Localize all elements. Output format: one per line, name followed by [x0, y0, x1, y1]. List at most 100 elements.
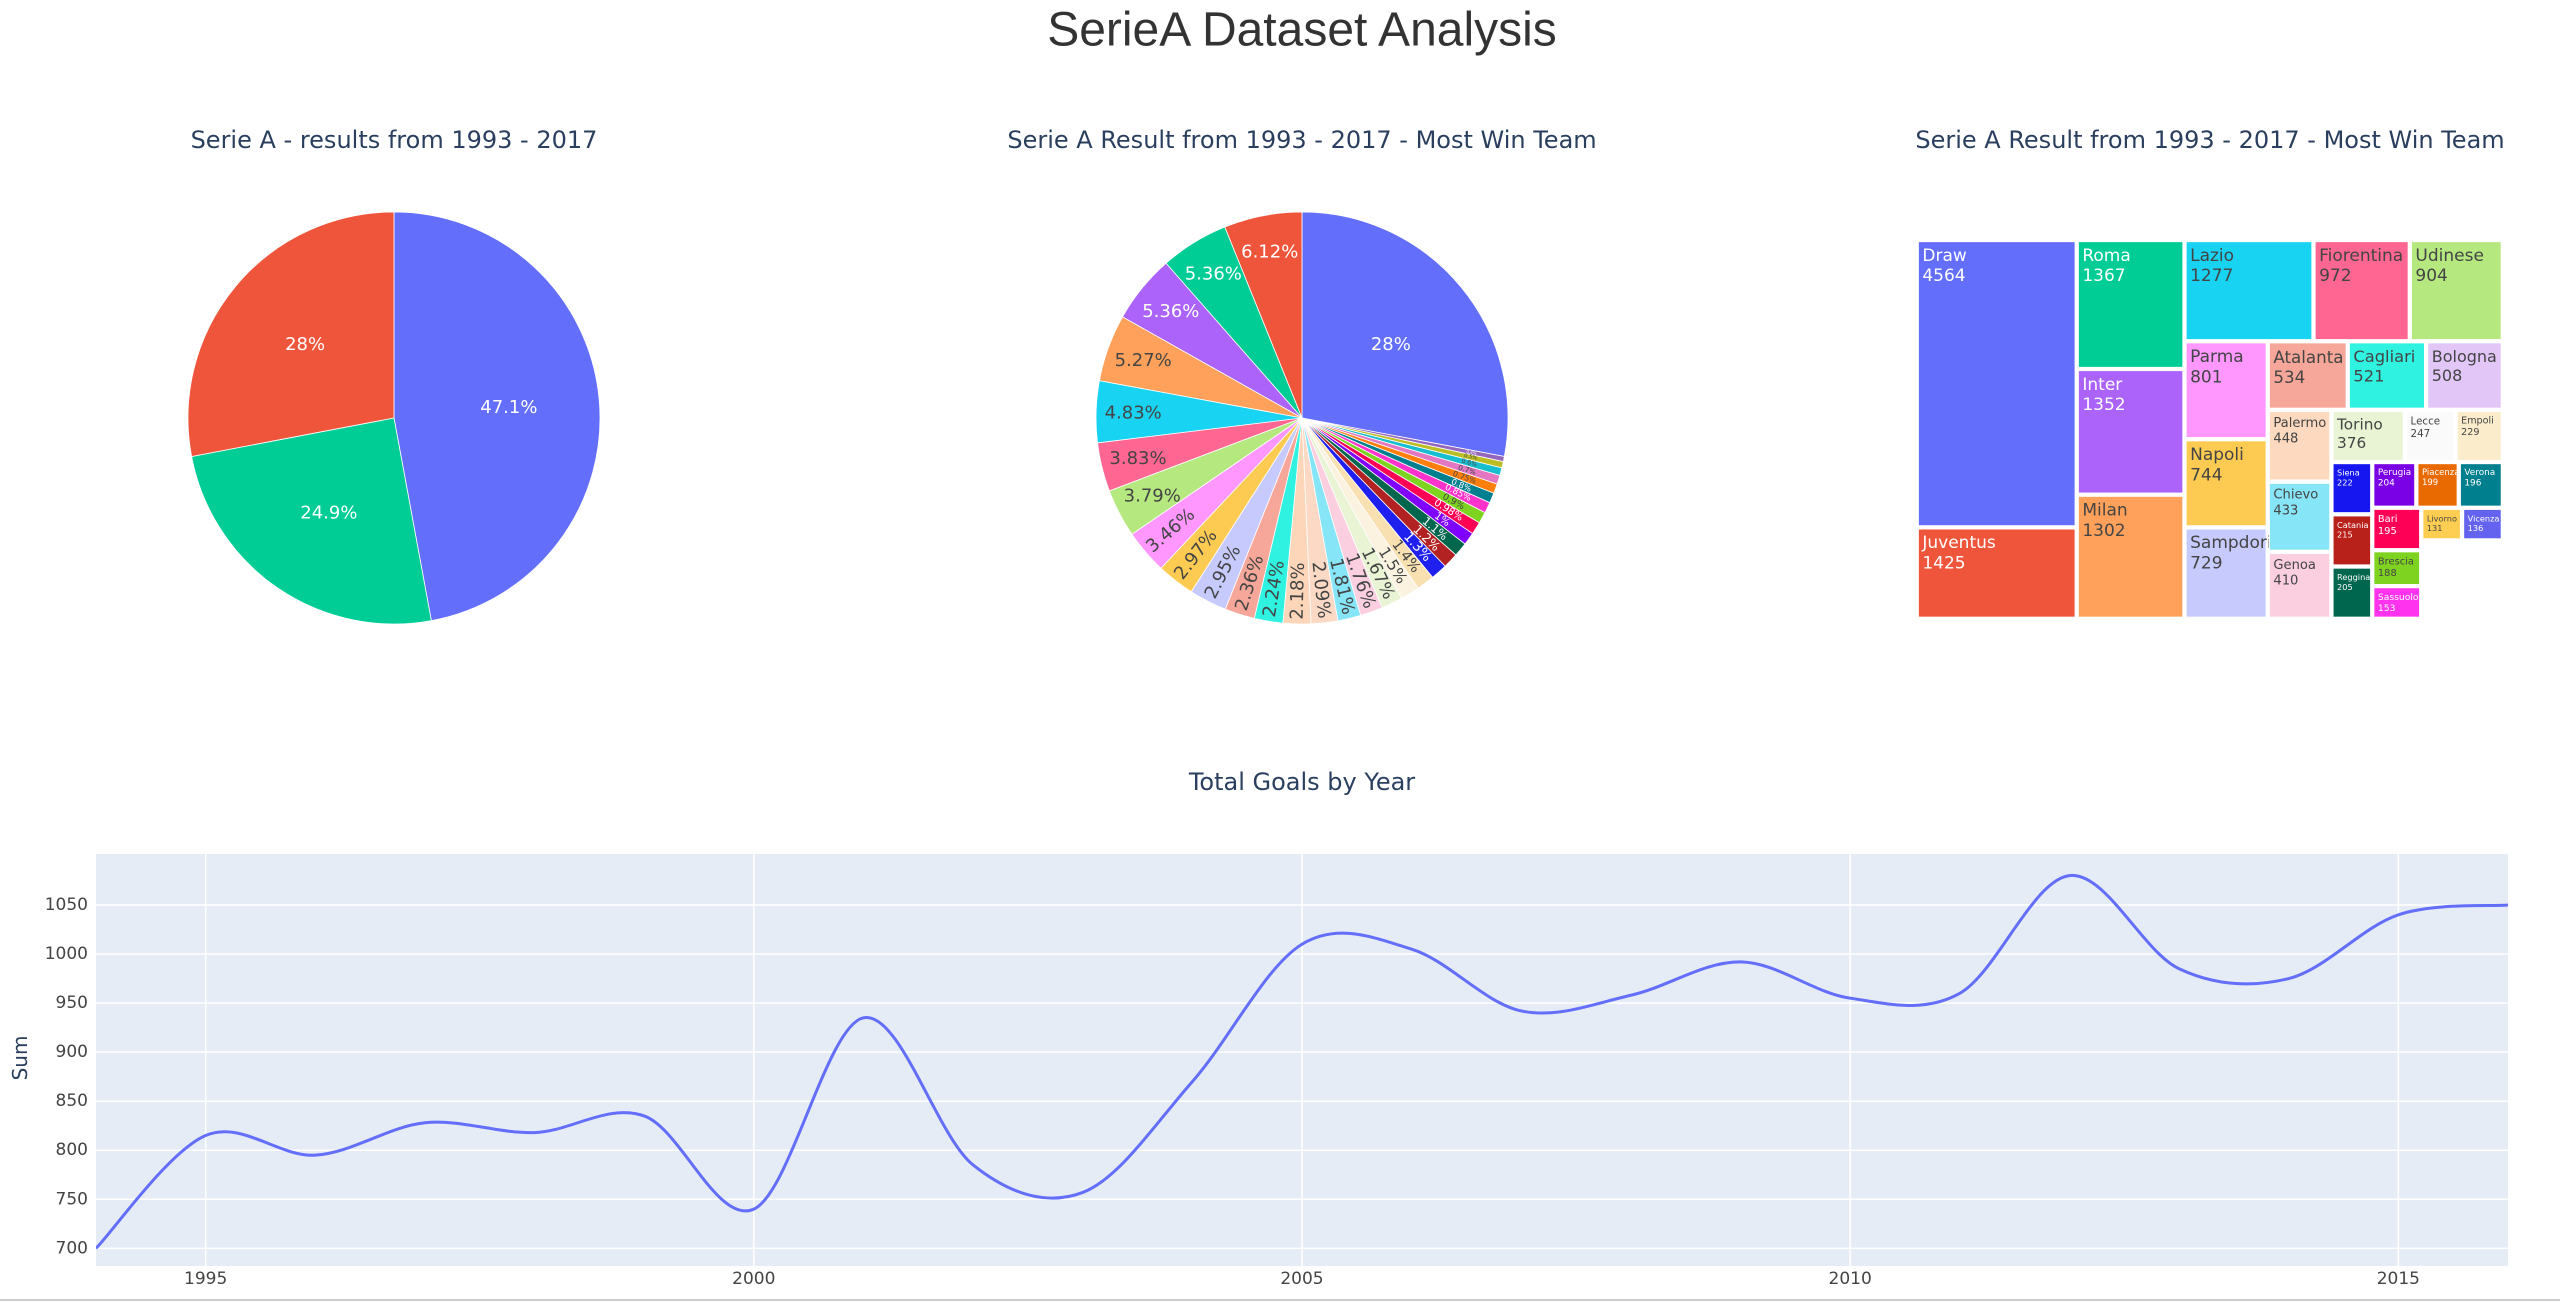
tile-value: 433: [2273, 503, 2298, 518]
tile-value: 222: [2337, 477, 2353, 487]
pie-slice: [191, 417, 432, 625]
tile-name: Atalanta: [2273, 347, 2343, 367]
tile-value: 508: [2432, 366, 2463, 385]
slice-label: 4.83%: [1105, 402, 1162, 423]
treemap-tile: [2185, 342, 2267, 439]
pie-slice: [1301, 211, 1509, 457]
tile-name: Chievo: [2273, 488, 2318, 503]
slice-label: 3.83%: [1109, 448, 1166, 469]
treemap-tile: [2314, 241, 2409, 341]
treemap-tile: [2348, 342, 2425, 409]
slice-label: 3.79%: [1124, 486, 1181, 507]
treemap-tile: [1917, 528, 2076, 618]
y-tick-label: 1050: [45, 895, 88, 915]
tile-name: Bologna: [2432, 347, 2497, 366]
y-axis-title: Sum: [8, 1036, 32, 1081]
treemap-tile: [2410, 241, 2502, 341]
tile-name: Cagliari: [2353, 347, 2415, 366]
tile-name: Reggina: [2337, 572, 2370, 582]
slice-label: 0.5%: [1463, 453, 1477, 462]
tile-value: 1367: [2082, 266, 2125, 286]
x-tick-label: 2010: [1829, 1269, 1872, 1289]
tile-value: 131: [2427, 523, 2443, 533]
line-series: [96, 874, 2508, 1250]
tile-value: 199: [2422, 478, 2438, 488]
slice-label: 5.36%: [1142, 301, 1199, 322]
tile-value: 188: [2378, 568, 2397, 579]
tile-value: 1425: [1922, 554, 1965, 574]
slice-label: 5.36%: [1185, 264, 1242, 285]
treemap-tile: [2427, 342, 2502, 409]
treemap-tile: [2185, 528, 2267, 618]
y-tick-label: 800: [56, 1140, 88, 1160]
chart-title: Serie A - results from 1993 - 2017: [191, 126, 598, 154]
x-tick-label: 1995: [184, 1269, 227, 1289]
tile-value: 4564: [1922, 266, 1965, 286]
treemap-tile: [2185, 241, 2313, 341]
tile-value: 410: [2273, 574, 2298, 589]
treemap-tile: [2268, 342, 2347, 409]
tile-name: Vicenza: [2468, 513, 2500, 523]
tile-value: 972: [2319, 266, 2351, 286]
tile-name: Catania: [2337, 520, 2368, 530]
treemap-tile: [2463, 508, 2502, 540]
treemap-tile: [2332, 515, 2372, 566]
tile-value: 904: [2415, 266, 2447, 286]
tile-name: Siena: [2337, 468, 2360, 478]
tile-name: Brescia: [2378, 556, 2414, 567]
treemap-tile: [2077, 241, 2184, 368]
tile-value: 195: [2378, 526, 2397, 537]
tile-name: Bari: [2378, 514, 2398, 525]
tile-value: 136: [2468, 523, 2484, 533]
treemap-tile: [2268, 482, 2331, 551]
y-tick-label: 700: [56, 1238, 88, 1258]
tile-value: 801: [2190, 367, 2222, 387]
treemap-tile: [2417, 463, 2458, 507]
slice-label: 6.12%: [1241, 242, 1298, 263]
tile-value: 153: [2378, 603, 2396, 614]
tile-name: Juventus: [1921, 533, 1996, 553]
tile-name: Torino: [2336, 416, 2383, 434]
tile-name: Livorno: [2427, 513, 2457, 523]
treemap-tile: [2459, 463, 2502, 507]
y-tick-label: 900: [56, 1042, 88, 1062]
tile-name: Sampdoria: [2190, 533, 2282, 553]
chart-title: Total Goals by Year: [1188, 768, 1415, 796]
treemap-tile: [2332, 567, 2372, 618]
tile-value: 215: [2337, 530, 2353, 540]
tile-name: Roma: [2082, 246, 2130, 266]
page-title: SerieA Dataset Analysis: [1047, 4, 1557, 57]
slice-label: 5.27%: [1115, 350, 1172, 371]
tile-value: 1277: [2190, 266, 2233, 286]
slice-label: 0.6%: [1461, 458, 1478, 469]
treemap-tile: [2406, 410, 2455, 461]
tile-value: 229: [2461, 427, 2479, 438]
tile-value: 729: [2190, 554, 2222, 574]
chart-title: Serie A Result from 1993 - 2017 - Most W…: [1007, 126, 1596, 154]
x-tick-label: 2015: [2377, 1269, 2420, 1289]
treemap-tile: [2456, 410, 2502, 461]
tile-value: 205: [2337, 582, 2353, 592]
tile-value: 196: [2464, 479, 2481, 489]
slice-label: 0.4%: [1466, 449, 1477, 456]
pie-slice: [1301, 417, 1505, 463]
tile-name: Parma: [2190, 347, 2244, 367]
tile-name: Lecce: [2411, 416, 2441, 428]
tile-name: Lazio: [2190, 246, 2234, 266]
treemap-tile: [2422, 508, 2461, 540]
tile-name: Inter: [2082, 375, 2122, 395]
tile-name: Draw: [1922, 246, 1966, 266]
treemap-tile: [2373, 587, 2421, 618]
treemap-tile: [2077, 370, 2184, 494]
slice-label: 2.18%: [1287, 562, 1309, 620]
tile-name: Udinese: [2415, 246, 2484, 266]
tile-value: 376: [2337, 434, 2366, 452]
tile-name: Sassuolo: [2378, 592, 2419, 603]
tile-name: Genoa: [2273, 558, 2316, 573]
y-tick-label: 850: [56, 1091, 88, 1111]
slice-label: 28%: [285, 334, 325, 355]
treemap-tile: [2373, 551, 2421, 585]
treemap-tile: [2268, 552, 2331, 618]
